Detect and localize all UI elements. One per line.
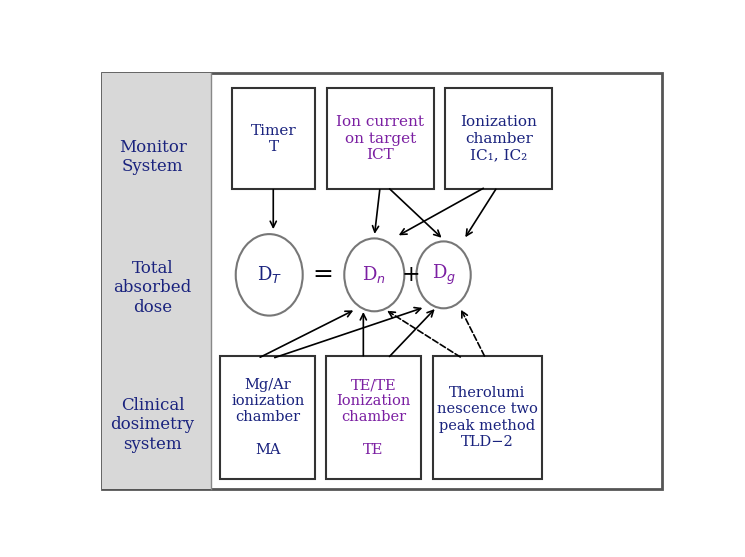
- Text: Ionization
chamber
IC₁, IC₂: Ionization chamber IC₁, IC₂: [460, 115, 537, 162]
- Ellipse shape: [416, 241, 471, 309]
- Text: Therolumi
nescence two
peak method
TLD−2: Therolumi nescence two peak method TLD−2: [437, 386, 538, 449]
- Text: Mg/Ar
ionization
chamber

MA: Mg/Ar ionization chamber MA: [231, 378, 305, 457]
- FancyBboxPatch shape: [327, 88, 434, 189]
- FancyBboxPatch shape: [433, 356, 542, 478]
- Text: D$_T$: D$_T$: [257, 265, 282, 285]
- Ellipse shape: [344, 238, 405, 311]
- Text: Total
absorbed
dose: Total absorbed dose: [113, 260, 191, 316]
- Text: =: =: [312, 263, 333, 286]
- Text: D$_n$: D$_n$: [362, 265, 386, 285]
- FancyBboxPatch shape: [326, 356, 421, 478]
- Text: Monitor
System: Monitor System: [118, 139, 186, 175]
- FancyBboxPatch shape: [102, 74, 662, 489]
- FancyBboxPatch shape: [220, 356, 315, 478]
- Text: Timer
T: Timer T: [250, 124, 297, 154]
- FancyBboxPatch shape: [446, 88, 552, 189]
- Ellipse shape: [235, 234, 302, 316]
- Text: TE/TE
Ionization
chamber

TE: TE/TE Ionization chamber TE: [336, 378, 410, 457]
- FancyBboxPatch shape: [102, 74, 212, 489]
- Text: D$_g$: D$_g$: [431, 263, 456, 287]
- FancyBboxPatch shape: [232, 88, 315, 189]
- Text: Clinical
dosimetry
system: Clinical dosimetry system: [110, 397, 194, 453]
- Text: +: +: [402, 264, 420, 286]
- Text: Ion current
on target
ICT: Ion current on target ICT: [337, 115, 425, 162]
